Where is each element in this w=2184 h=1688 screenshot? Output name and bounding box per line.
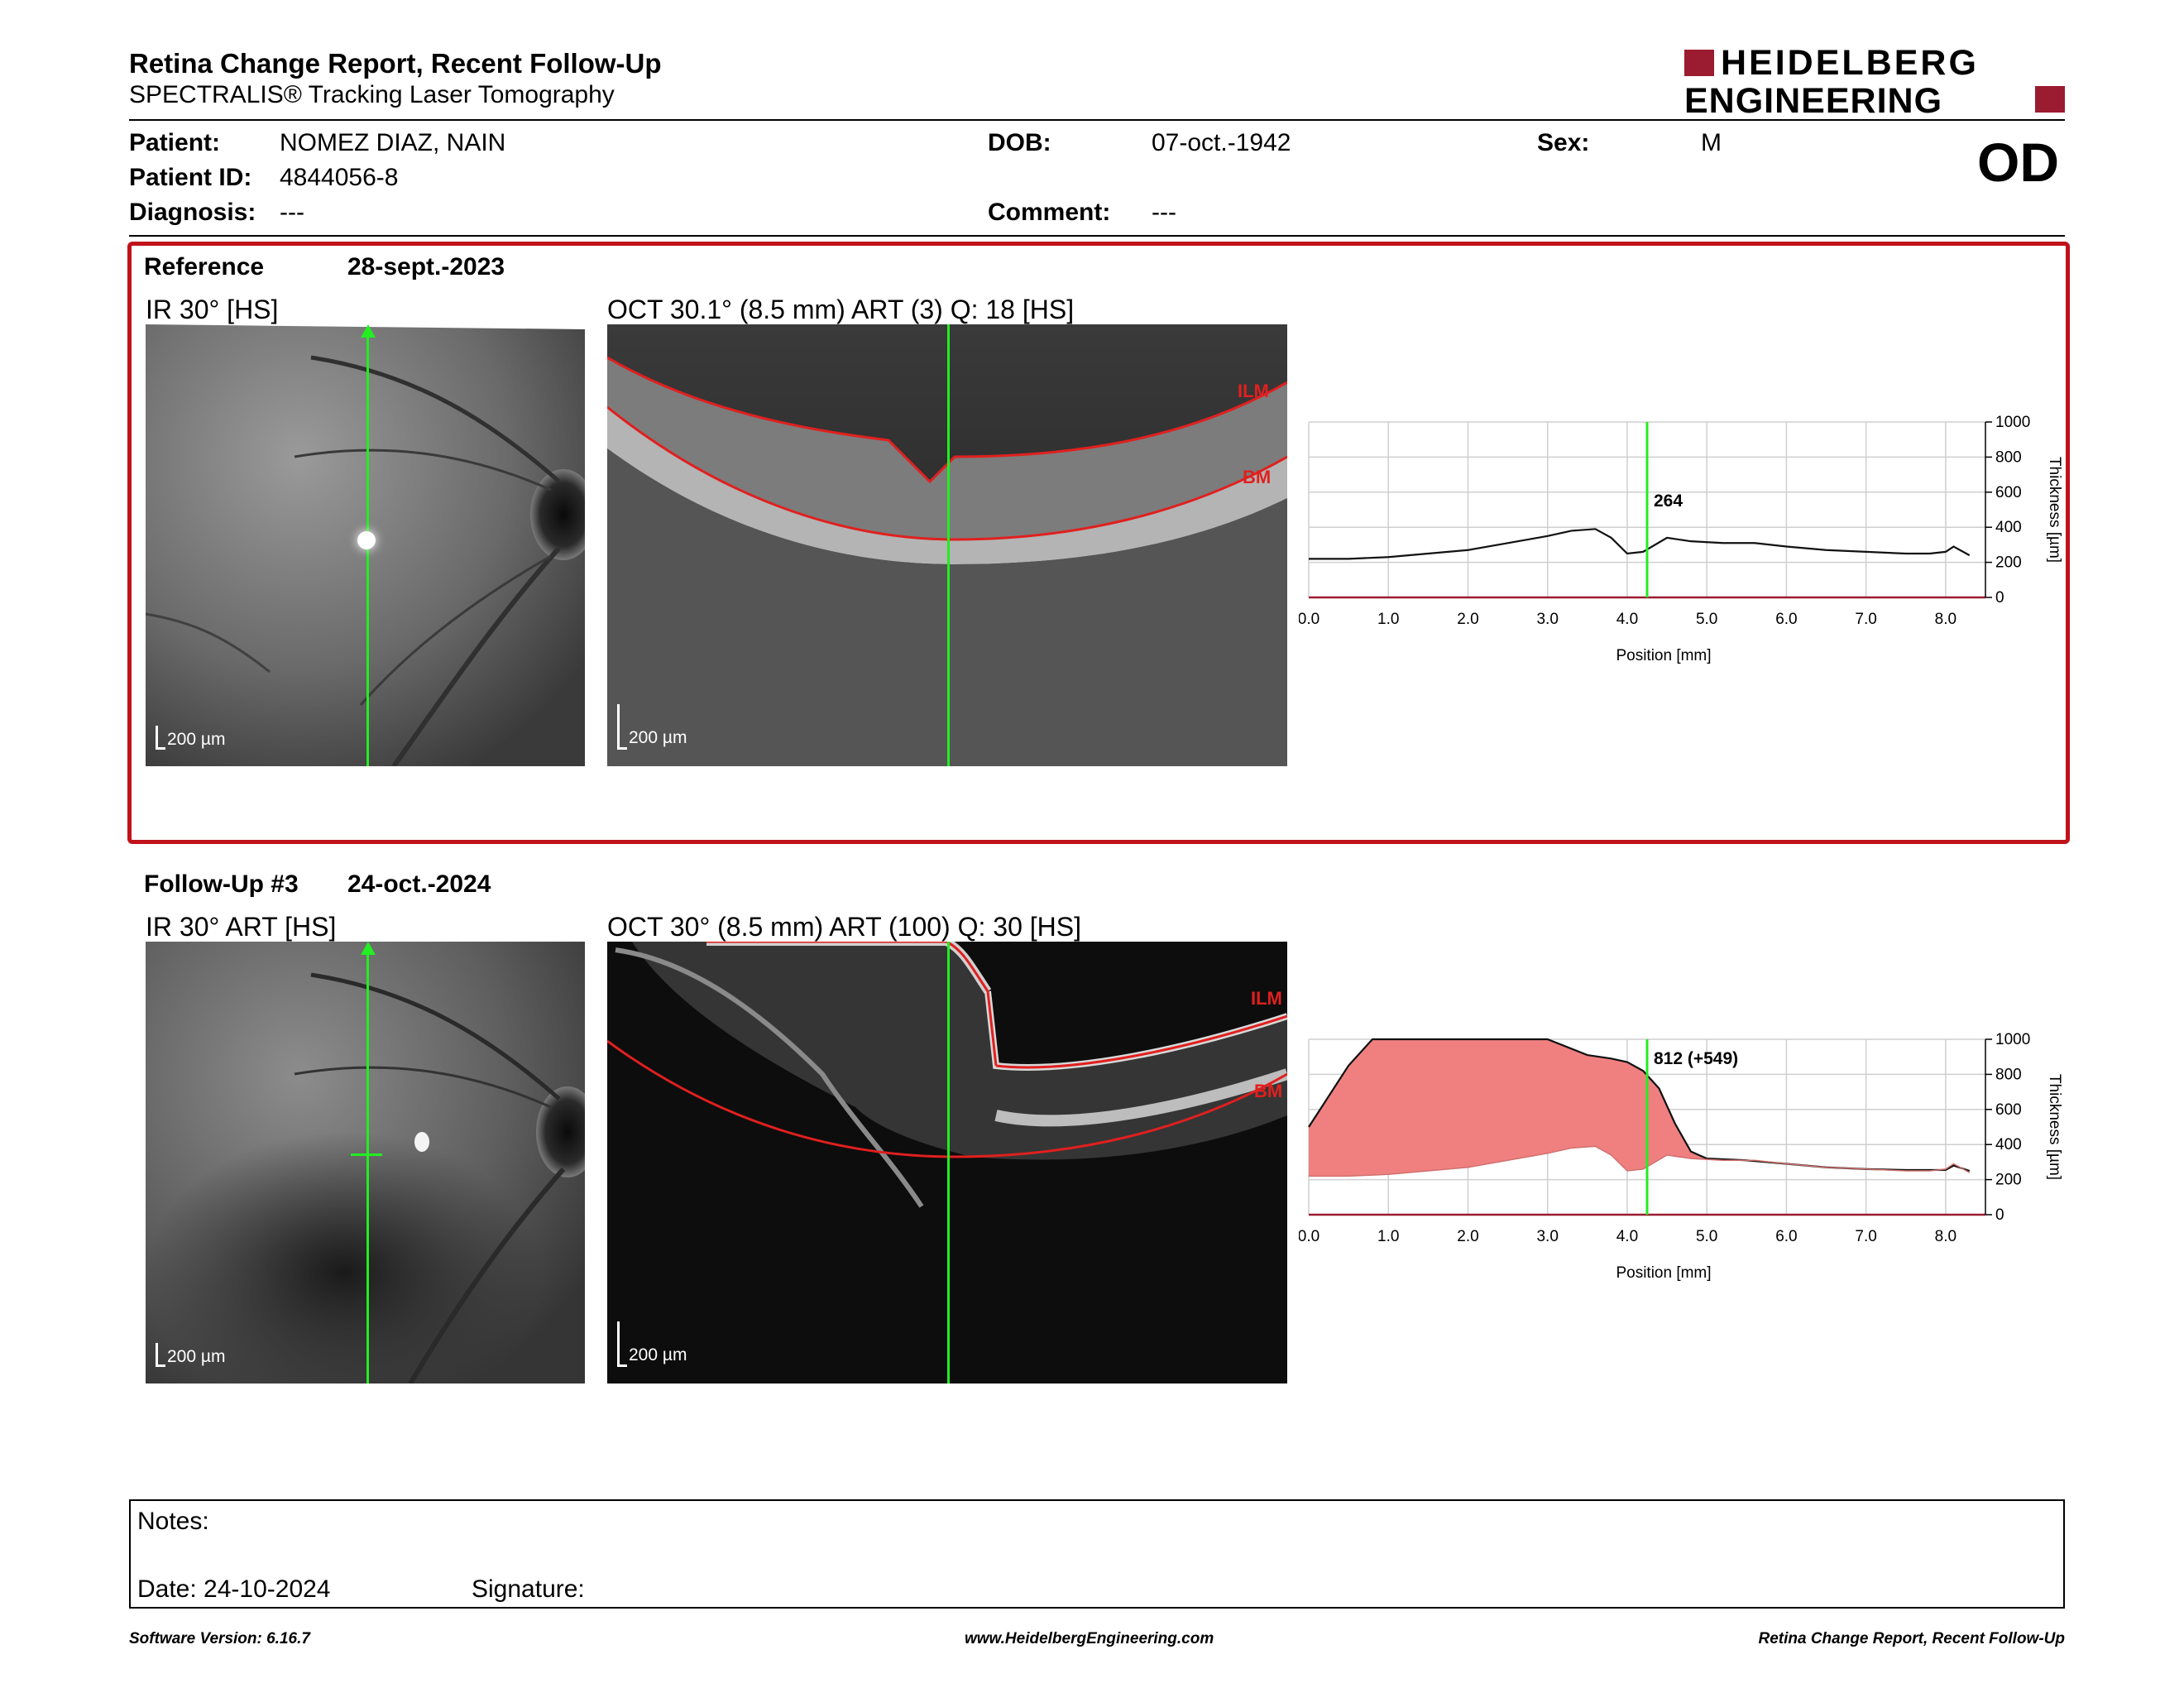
x-tick-label: 6.0 (1775, 611, 1797, 628)
thickness-series-line (1309, 528, 1971, 560)
cursor-value-label: 264 (1654, 492, 1683, 511)
x-tick-label: 0.0 (1299, 611, 1320, 628)
x-tick-label: 8.0 (1935, 1228, 1956, 1245)
y-tick-label: 800 (1995, 448, 2022, 466)
y-tick-label: 1000 (1995, 1031, 2030, 1048)
x-tick-label: 1.0 (1377, 1228, 1399, 1245)
bm-label: BM (1243, 467, 1272, 487)
y-tick-label: 1000 (1995, 414, 2030, 431)
followup-label: Follow-Up #3 (144, 870, 299, 898)
y-tick-label: 400 (1995, 1136, 2022, 1153)
fovea-crosshair-icon (351, 1153, 382, 1156)
eye-label: OD (1977, 132, 2059, 193)
followup-oct-title: OCT 30° (8.5 mm) ART (100) Q: 30 [HS] (607, 912, 1081, 942)
bm-label: BM (1254, 1081, 1283, 1101)
y-tick-label: 800 (1995, 1066, 2022, 1083)
website-link[interactable]: www.HeidelbergEngineering.com (965, 1630, 1214, 1647)
x-tick-label: 2.0 (1457, 1228, 1478, 1245)
sex-value: M (1701, 129, 1722, 156)
y-axis-label: Thickness [µm] (2046, 1074, 2063, 1180)
x-tick-label: 7.0 (1855, 611, 1876, 628)
diagnosis-value: --- (280, 199, 304, 226)
ilm-label: ILM (1251, 988, 1282, 1009)
sex-label: Sex: (1537, 129, 1590, 156)
y-tick-label: 600 (1995, 484, 2022, 501)
x-tick-label: 3.0 (1536, 1228, 1558, 1245)
report-subtitle: SPECTRALIS® Tracking Laser Tomography (129, 81, 615, 108)
scan-line (366, 947, 369, 1383)
x-tick-label: 0.0 (1299, 1228, 1320, 1245)
x-tick-label: 7.0 (1855, 1228, 1876, 1245)
cursor-value-label: 812 (+549) (1654, 1049, 1738, 1068)
patient-label: Patient: (129, 129, 221, 156)
scan-arrow-icon (361, 942, 376, 955)
x-tick-label: 2.0 (1457, 611, 1478, 628)
oct-cursor-line (947, 324, 950, 766)
followup-oct-image[interactable]: ILM BM 200 µm (607, 942, 1287, 1383)
x-tick-label: 5.0 (1696, 1228, 1717, 1245)
oct-cursor-line (947, 942, 950, 1383)
patient-name: NOMEZ DIAZ, NAIN (280, 129, 506, 156)
x-tick-label: 6.0 (1775, 1228, 1797, 1245)
signature-label: Signature: (472, 1575, 585, 1603)
scale-label: 200 µm (167, 1347, 226, 1366)
comment-value: --- (1152, 199, 1176, 226)
report-title: Retina Change Report, Recent Follow-Up (129, 48, 662, 79)
followup-ir-image[interactable]: 200 µm (146, 942, 585, 1383)
reference-label: Reference (144, 253, 265, 281)
x-tick-label: 1.0 (1377, 611, 1399, 628)
scale-label: 200 µm (629, 1345, 687, 1364)
thickness-change-area (1309, 1039, 1970, 1177)
reference-oct-title: OCT 30.1° (8.5 mm) ART (3) Q: 18 [HS] (607, 295, 1075, 324)
reference-frame (127, 242, 2070, 844)
logo-line2: ENGINEERING (1684, 81, 1943, 121)
logo-square-bottom (2035, 86, 2065, 113)
date-label: Date: 24-10-2024 (137, 1575, 331, 1603)
x-tick-label: 4.0 (1616, 1228, 1638, 1245)
followup-thickness-chart[interactable]: 0.0 1.0 2.0 3.0 4.0 5.0 6.0 7.0 8.0 0 200 400 600 800… (1299, 1031, 2076, 1296)
y-tick-label: 200 (1995, 1172, 2022, 1189)
thickness-series-line (1309, 1145, 1971, 1177)
fundus-graphic (146, 324, 585, 766)
fovea-marker (357, 531, 376, 549)
y-tick-label: 200 (1995, 554, 2022, 572)
followup-ir-title: IR 30° ART [HS] (146, 912, 337, 942)
reference-oct-image[interactable]: ILM BM 200 µm (607, 324, 1287, 766)
x-axis-label: Position [mm] (1616, 1264, 1711, 1282)
scan-arrow-icon (361, 324, 376, 338)
diagnosis-label: Diagnosis: (129, 199, 256, 226)
dob-label: DOB: (988, 129, 1051, 156)
footer-report-name: Retina Change Report, Recent Follow-Up (1758, 1630, 2065, 1647)
patient-id-label: Patient ID: (129, 164, 252, 191)
x-tick-label: 4.0 (1616, 611, 1638, 628)
y-tick-label: 600 (1995, 1101, 2022, 1119)
patient-id-value: 4844056-8 (280, 164, 399, 191)
ilm-label: ILM (1238, 381, 1269, 401)
reference-ir-title: IR 30° [HS] (146, 295, 279, 324)
software-version: Software Version: 6.16.7 (129, 1630, 310, 1647)
notes-label: Notes: (137, 1508, 209, 1535)
y-tick-label: 0 (1995, 1206, 2004, 1224)
x-tick-label: 8.0 (1935, 611, 1956, 628)
heidelberg-logo: HEIDELBERG ENGINEERING (1684, 43, 2065, 121)
comment-label: Comment: (988, 199, 1111, 226)
scale-label: 200 µm (167, 730, 226, 749)
reference-date: 28-sept.-2023 (347, 253, 505, 281)
reference-ir-image[interactable]: 200 µm (146, 324, 585, 766)
x-axis-label: Position [mm] (1616, 647, 1711, 664)
reference-thickness-chart[interactable]: 0.0 1.0 2.0 3.0 4.0 5.0 6.0 7.0 8.0 0 200 400 600 800… (1299, 414, 2076, 679)
x-tick-label: 5.0 (1696, 611, 1717, 628)
dob-value: 07-oct.-1942 (1152, 129, 1291, 156)
y-tick-label: 400 (1995, 519, 2022, 536)
scale-label: 200 µm (629, 728, 687, 747)
logo-line1: HEIDELBERG (1721, 43, 1979, 83)
logo-square-top (1684, 50, 1714, 76)
fundus-graphic (146, 942, 585, 1383)
x-tick-label: 3.0 (1536, 611, 1558, 628)
followup-date: 24-oct.-2024 (347, 870, 491, 898)
y-tick-label: 0 (1995, 589, 2004, 607)
notes-box[interactable]: Notes: Date: 24-10-2024 Signature: (129, 1499, 2065, 1609)
y-axis-label: Thickness [µm] (2046, 457, 2063, 563)
